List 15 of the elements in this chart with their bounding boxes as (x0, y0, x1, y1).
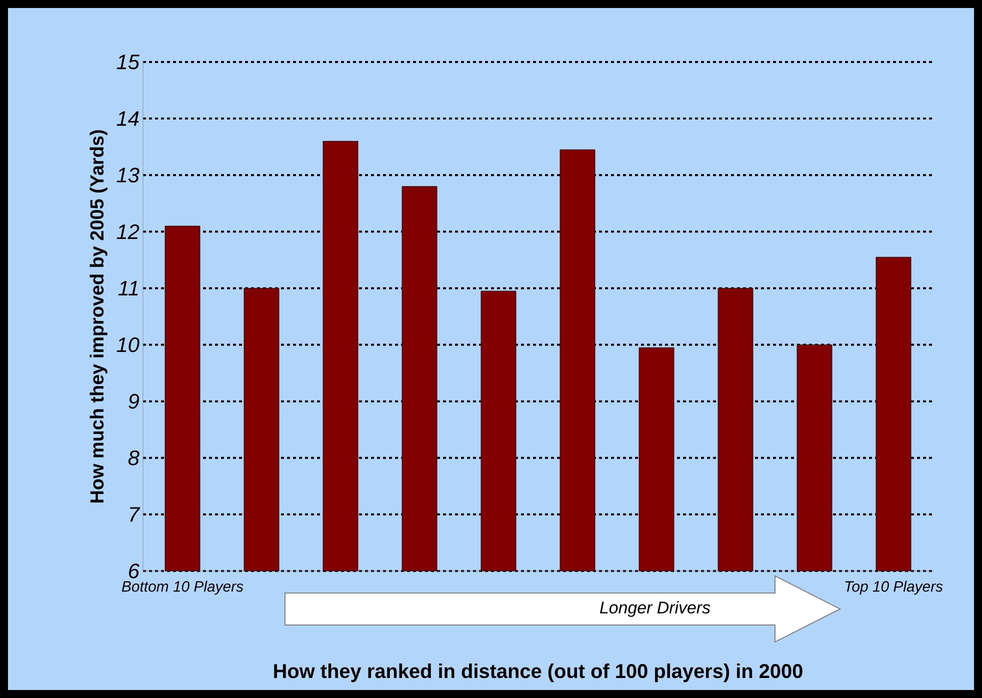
y-tick-label: 11 (118, 281, 138, 296)
y-tick-label: 8 (128, 450, 140, 466)
y-tick-label: 7 (130, 507, 140, 522)
y-tick-label: 9 (128, 394, 140, 409)
text: Longer Drivers (600, 601, 710, 617)
y-axis-title: How much they improved by 2005 (Yards) (90, 130, 108, 502)
x-tick-label: Bottom 10 Players (122, 580, 244, 595)
y-tick-label: 14 (116, 111, 139, 126)
y-tick-label: 13 (116, 168, 140, 183)
y-tick-label: 12 (116, 224, 140, 239)
x-axis-title: How they ranked in distance (out of 100 players) in 2000 (274, 664, 802, 682)
x-tick-label: Top 10 Players (845, 580, 943, 595)
y-tick-label: 6 (129, 564, 140, 578)
y-tick-label: 15 (116, 54, 140, 70)
y-tick-label: 10 (116, 337, 140, 352)
